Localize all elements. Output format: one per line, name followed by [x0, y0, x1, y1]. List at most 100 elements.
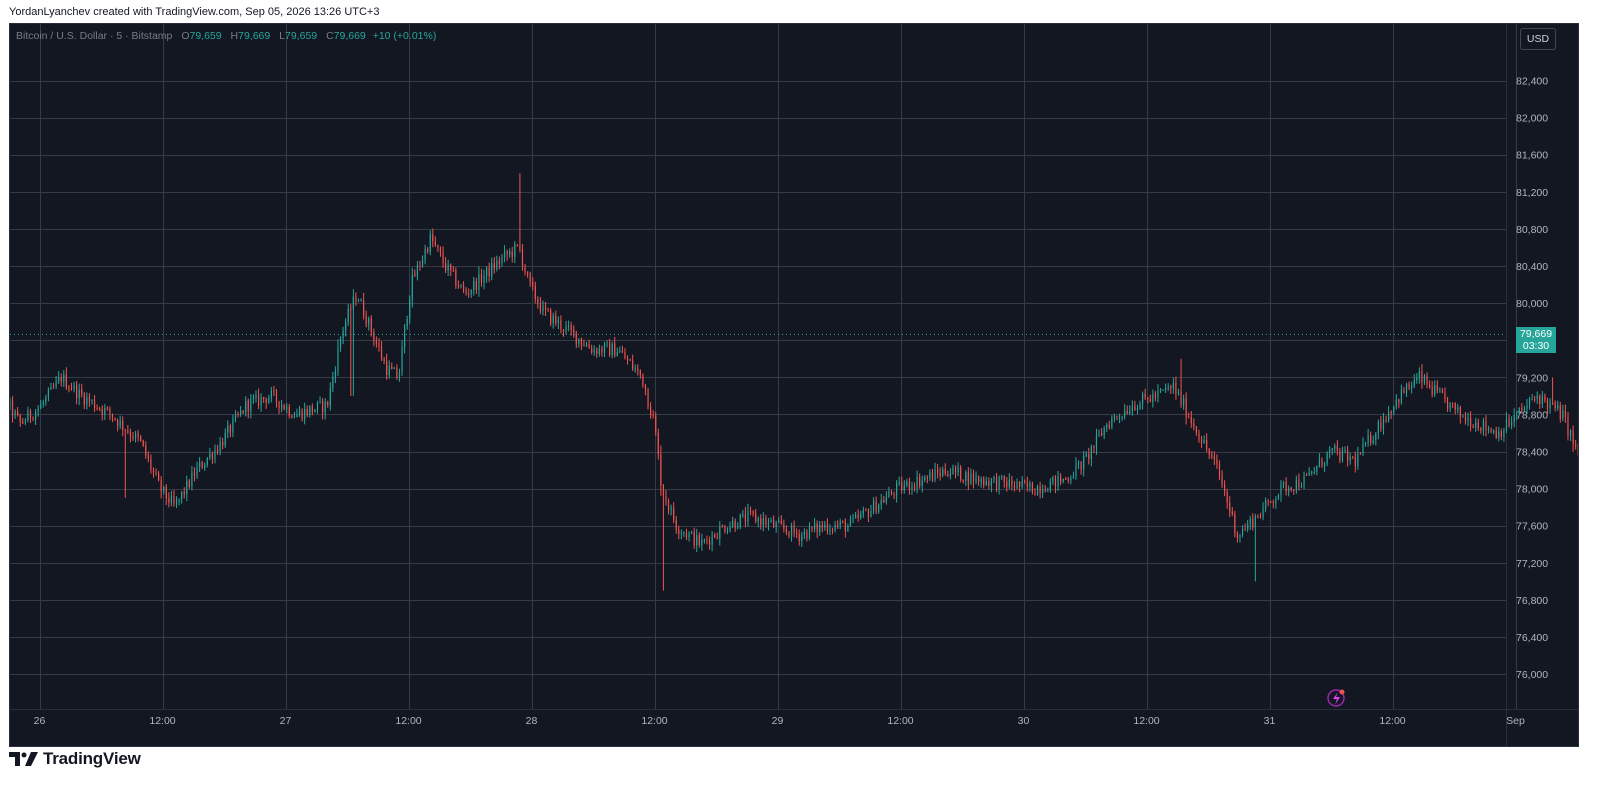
candle-body: [555, 315, 557, 324]
candle-body: [867, 510, 870, 517]
time-tick-label: 28: [526, 715, 538, 727]
candle-body: [255, 394, 257, 399]
candle-body: [296, 414, 298, 417]
candle-body: [17, 411, 19, 416]
candle-body: [1067, 479, 1069, 481]
candle-body: [78, 389, 80, 399]
candle-body: [624, 352, 626, 359]
candle-body: [129, 432, 132, 437]
candle-body: [1272, 501, 1274, 504]
candle-body: [767, 521, 770, 525]
candle-body: [1528, 398, 1531, 405]
candle-body: [50, 386, 52, 390]
candle-body: [393, 367, 395, 369]
time-tick-label: 12:00: [395, 715, 421, 727]
candle-body: [790, 525, 793, 537]
candle-body: [560, 320, 562, 330]
tradingview-logo[interactable]: TradingView: [9, 748, 141, 770]
candle-body: [860, 513, 862, 518]
candle-body: [1359, 453, 1362, 455]
candle-body: [37, 408, 39, 412]
candle-body: [691, 532, 693, 534]
candle-body: [1131, 406, 1133, 411]
candle-body: [675, 519, 677, 530]
candle-body: [1060, 476, 1062, 482]
candle-body: [1139, 403, 1141, 409]
candle-body: [765, 518, 767, 525]
candle-body: [260, 397, 262, 406]
candle-body: [1129, 410, 1131, 414]
chart-panel[interactable]: 76,000 76,400 76,800 77,200 77,600 78,000 78,4…: [9, 23, 1579, 747]
candle-body: [762, 518, 764, 526]
candle-body: [219, 441, 221, 452]
price-tick-label: 77,200: [1516, 558, 1548, 570]
candle-body: [273, 390, 275, 392]
candle-body: [257, 394, 260, 406]
candle-body: [1149, 399, 1151, 402]
candle-body: [1042, 489, 1044, 494]
candle-body: [593, 349, 595, 353]
change-value: +10 (+0.01%): [372, 30, 437, 42]
candle-body: [1521, 408, 1523, 411]
candle-body: [509, 251, 511, 255]
candle-body: [488, 267, 490, 277]
candle-body: [1006, 481, 1008, 488]
candle-body: [1429, 384, 1431, 387]
candle-body: [22, 422, 24, 424]
candle-body: [1421, 371, 1423, 383]
price-tick-label: 82,000: [1516, 113, 1548, 125]
candle-body: [893, 493, 895, 496]
currency-button[interactable]: USD: [1520, 28, 1556, 50]
candle-body: [1364, 442, 1367, 444]
candle-body: [291, 415, 293, 418]
candle-body: [785, 528, 788, 532]
candle-body: [427, 249, 429, 252]
time-tick-label: 30: [1018, 715, 1030, 727]
price-tick-label: 76,400: [1516, 632, 1548, 644]
candle-body: [1288, 487, 1290, 492]
candle-body: [621, 350, 624, 353]
candle-body: [450, 264, 452, 271]
candle-body: [721, 526, 723, 528]
candle-body: [931, 472, 934, 481]
candle-body: [857, 514, 859, 518]
candle-body: [665, 495, 667, 502]
candle-body: [849, 518, 852, 526]
last-price-label: 79,669 03:30: [1516, 327, 1556, 353]
candle-body: [1213, 456, 1215, 460]
price-tick-label: 82,400: [1516, 76, 1548, 88]
candle-body: [1536, 396, 1538, 399]
candle-body: [1393, 406, 1395, 414]
candle-body: [706, 539, 708, 541]
candle-body: [240, 410, 242, 415]
candle-body: [724, 526, 726, 532]
candle-body: [178, 498, 180, 501]
candle-body: [1254, 515, 1256, 528]
candle-body: [1057, 476, 1059, 487]
candle-body: [1313, 471, 1315, 473]
candle-body: [1036, 486, 1039, 495]
candle-body: [32, 418, 34, 420]
candle-body: [65, 374, 67, 388]
candle-body: [1503, 430, 1505, 437]
candle-body: [357, 301, 360, 303]
candle-body: [773, 520, 775, 527]
candle-body: [616, 351, 618, 356]
candle-body: [88, 397, 91, 402]
candle-body: [199, 462, 201, 468]
candle-body: [11, 400, 14, 416]
candle-body: [934, 469, 936, 481]
candle-body: [862, 509, 864, 514]
candle-body: [109, 408, 111, 415]
candle-body: [216, 449, 219, 452]
candle-body: [1541, 395, 1543, 404]
price-chart[interactable]: 76,000 76,400 76,800 77,200 77,600 78,000 78,4…: [10, 24, 1578, 746]
candle-body: [701, 539, 703, 546]
candle-body: [752, 510, 754, 514]
candle-body: [391, 366, 393, 369]
candle-body: [445, 262, 447, 271]
candle-body: [237, 414, 239, 416]
candle-body: [652, 415, 654, 417]
candle-body: [1285, 482, 1287, 492]
candle-body: [788, 531, 790, 537]
